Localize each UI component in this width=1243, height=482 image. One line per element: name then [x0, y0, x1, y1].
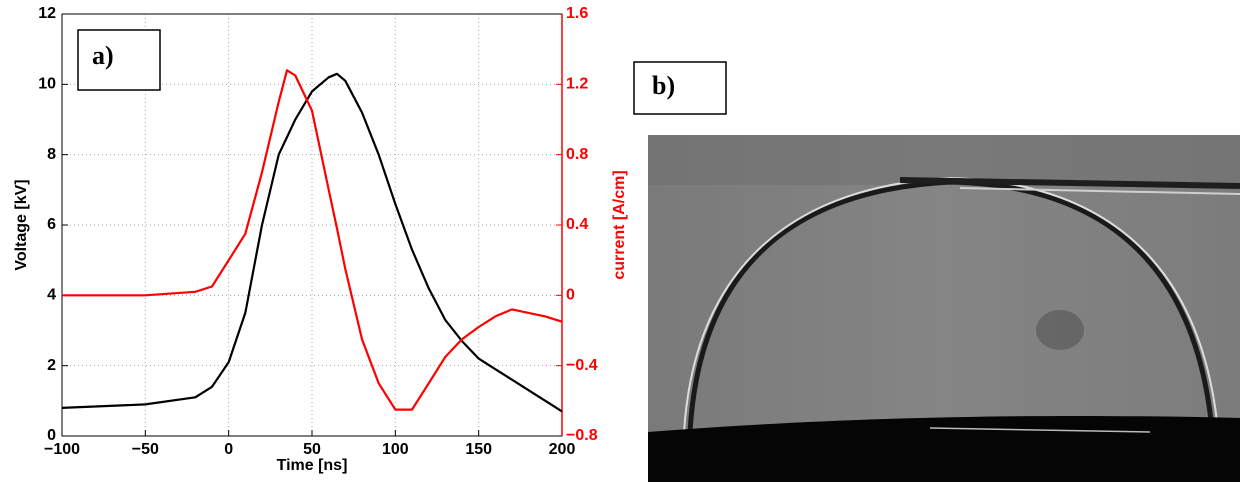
panel-label: a) [92, 41, 114, 70]
y-axis-label: Voltage [kV] [13, 179, 30, 270]
y2-tick-label: −0.8 [566, 427, 598, 444]
x-tick-label: −100 [44, 441, 80, 458]
y2-tick-label: 0.4 [566, 216, 588, 233]
series-line [62, 69, 563, 411]
x-tick-label: 100 [382, 441, 409, 458]
surface-highlight [929, 427, 1151, 433]
dielectric-surface [648, 415, 1240, 482]
y-tick-label: 0 [47, 427, 56, 444]
y2-tick-label: 1.6 [566, 5, 588, 22]
y2-tick-label: 0.8 [566, 146, 588, 163]
x-tick-label: 150 [465, 441, 492, 458]
x-tick-label: −50 [132, 441, 159, 458]
panel-label: b) [652, 71, 675, 100]
y-tick-label: 4 [47, 287, 56, 304]
x-tick-label: 200 [549, 441, 576, 458]
y2-tick-label: −0.4 [566, 357, 598, 374]
y-tick-label: 12 [38, 5, 56, 22]
photo-panel [648, 135, 1241, 482]
y2-axis-label: current [A/cm] [611, 170, 628, 279]
electrode-highlight [959, 187, 1241, 195]
y-tick-label: 6 [47, 216, 56, 233]
series-line [61, 72, 563, 413]
photo-shade [648, 135, 1240, 185]
photo-spot [1036, 310, 1084, 350]
label-box [77, 29, 161, 91]
y-tick-label: 10 [38, 76, 56, 93]
x-tick-label: 50 [303, 441, 321, 458]
y2-tick-label: 1.2 [566, 76, 588, 93]
y-tick-label: 8 [47, 146, 56, 163]
x-axis-label: Time [ns] [277, 457, 348, 474]
label-box [633, 61, 727, 115]
electrode-edge [899, 177, 1241, 189]
x-tick-label: 0 [224, 441, 233, 458]
y-tick-label: 2 [47, 357, 56, 374]
y2-tick-label: 0 [566, 287, 575, 304]
plot: −100 −50 0 50 100 150 200 0 2 4 6 8 10 12 −0.8 −0.4 0 0.4… [13, 5, 628, 474]
